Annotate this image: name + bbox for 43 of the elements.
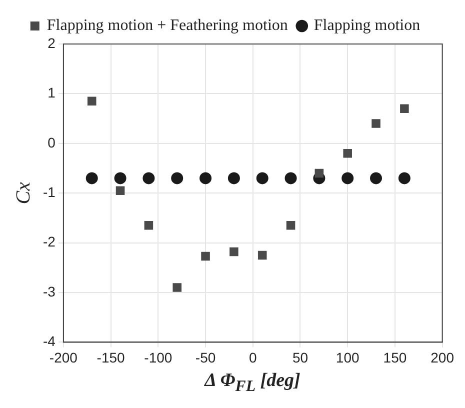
x-tick-label: 50 [292, 349, 308, 366]
x-tick-label: 200 [430, 349, 454, 366]
point [256, 172, 268, 184]
x-tick-label: -100 [144, 349, 172, 366]
y-axis-title: Cx [12, 182, 34, 204]
point [144, 221, 154, 230]
point [200, 172, 212, 184]
y-tick-label: -3 [42, 283, 56, 300]
point [114, 172, 126, 184]
point [372, 119, 380, 128]
point [116, 186, 125, 196]
point [370, 172, 382, 184]
x-tick-label: -150 [96, 349, 126, 366]
y-tick-label: -2 [42, 234, 56, 250]
legend-label: Flapping motion + Feathering motion [46, 17, 288, 34]
point [142, 172, 155, 184]
y-tick-label: 0 [48, 134, 56, 150]
point [201, 252, 210, 261]
x-tick-label: 150 [383, 349, 407, 366]
point [172, 283, 182, 292]
point [230, 247, 238, 256]
y-tick-label: 1 [48, 84, 56, 101]
x-tick-label: 100 [336, 349, 360, 366]
x-axis-title: Δ Φ$_{FL}$ [deg] [203, 370, 302, 396]
point [87, 96, 96, 106]
point [314, 168, 324, 178]
legend-label: Flapping motion [314, 17, 420, 34]
point [400, 104, 409, 113]
point [228, 172, 240, 184]
y-tick-label: 2 [48, 34, 56, 51]
point [286, 221, 296, 230]
point [86, 172, 98, 184]
point [284, 172, 297, 184]
point [171, 172, 184, 184]
point [398, 172, 410, 184]
x-tick-label: -200 [49, 349, 78, 366]
point [342, 172, 354, 184]
point [343, 148, 352, 158]
y-tick-label: -4 [42, 333, 56, 350]
x-tick-label: -50 [195, 349, 216, 366]
y-tick-label: -1 [42, 184, 56, 200]
point [258, 250, 267, 260]
x-tick-label: 0 [248, 349, 257, 366]
